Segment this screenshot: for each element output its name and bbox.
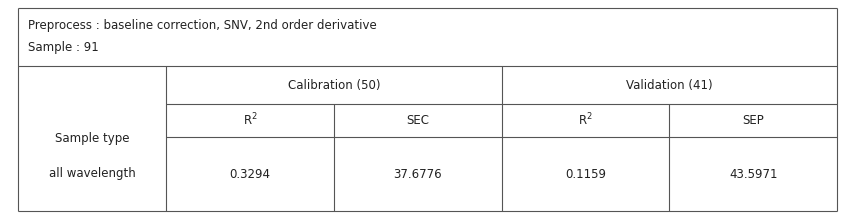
Text: 0.3294: 0.3294 bbox=[229, 168, 270, 180]
Text: 43.5971: 43.5971 bbox=[728, 168, 777, 180]
Text: Preprocess : baseline correction, SNV, 2nd order derivative: Preprocess : baseline correction, SNV, 2… bbox=[28, 18, 377, 32]
Text: Calibration (50): Calibration (50) bbox=[287, 78, 380, 92]
Text: $\mathregular{R^2}$: $\mathregular{R^2}$ bbox=[578, 112, 593, 129]
Text: Validation (41): Validation (41) bbox=[626, 78, 712, 92]
Text: SEC: SEC bbox=[406, 114, 429, 127]
Text: 37.6776: 37.6776 bbox=[393, 168, 442, 180]
Text: all wavelength: all wavelength bbox=[49, 168, 135, 180]
Text: Sample : 91: Sample : 91 bbox=[28, 41, 98, 55]
Text: SEP: SEP bbox=[742, 114, 764, 127]
Text: Sample type: Sample type bbox=[55, 132, 129, 145]
Text: $\mathregular{R^2}$: $\mathregular{R^2}$ bbox=[243, 112, 257, 129]
Text: 0.1159: 0.1159 bbox=[565, 168, 606, 180]
